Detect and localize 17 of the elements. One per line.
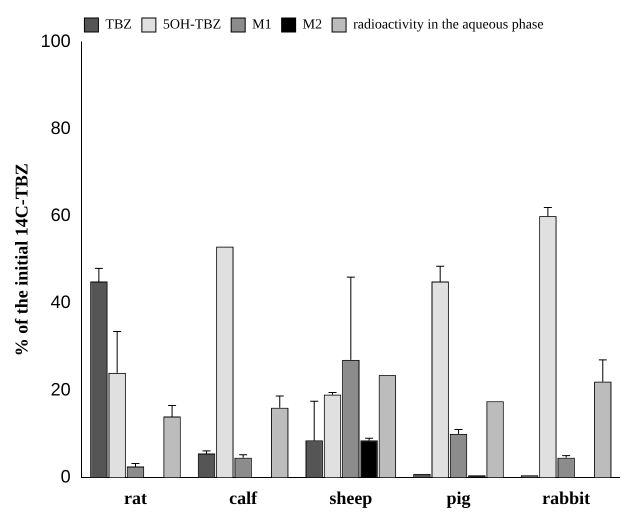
y-tick-label: 40	[50, 292, 71, 312]
y-tick-label: 100	[40, 30, 71, 51]
y-tick-label: 0	[60, 466, 71, 486]
legend-label: radioactivity in the aqueous phase	[353, 18, 544, 33]
x-tick-label: calf	[229, 488, 258, 508]
legend-label: M1	[252, 18, 272, 33]
y-axis-title: % of the initial 14C-TBZ	[11, 163, 32, 356]
legend-label: M2	[302, 18, 322, 33]
x-tick-label: rat	[124, 488, 147, 508]
x-tick-label: sheep	[329, 488, 372, 508]
legend-label: 5OH-TBZ	[162, 18, 222, 33]
x-tick-label: pig	[446, 488, 470, 508]
y-tick-label: 20	[50, 379, 71, 400]
x-tick-label: rabbit	[542, 488, 590, 508]
y-tick-label: 60	[50, 205, 71, 226]
y-tick-label: 80	[50, 118, 71, 138]
legend-label: TBZ	[105, 18, 132, 33]
